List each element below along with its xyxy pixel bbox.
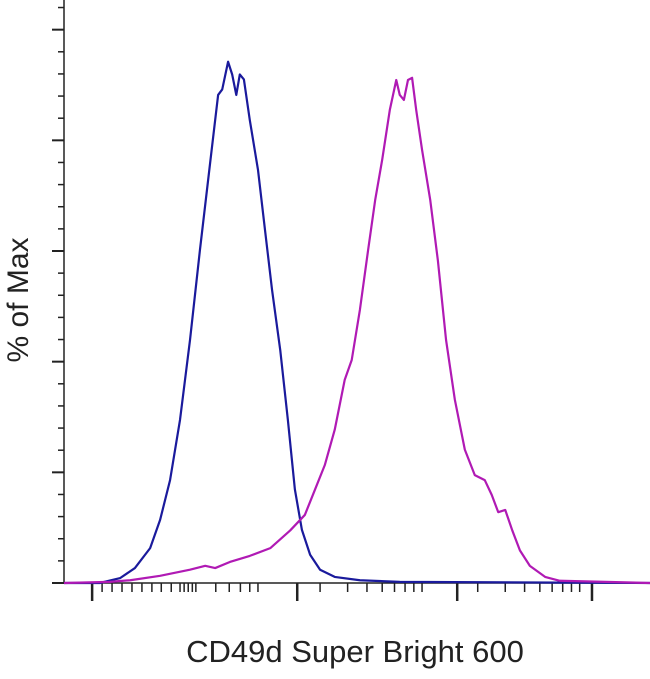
series-line	[64, 60, 650, 585]
y-axis-label: % of Max	[2, 237, 35, 362]
series-line	[63, 76, 650, 585]
x-axis-label: CD49d Super Bright 600	[186, 634, 524, 669]
